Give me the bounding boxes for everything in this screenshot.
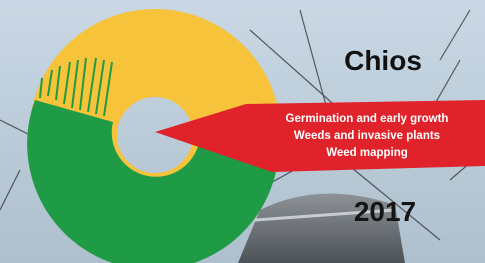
- title: Chios: [344, 45, 422, 76]
- banner: Chios Germination and early growth Weeds…: [0, 0, 485, 263]
- callout-line: Weeds and invasive plants: [294, 130, 440, 142]
- callout-line: Weed mapping: [326, 147, 408, 159]
- year: 2017: [354, 196, 416, 227]
- callout-line: Germination and early growth: [286, 113, 449, 125]
